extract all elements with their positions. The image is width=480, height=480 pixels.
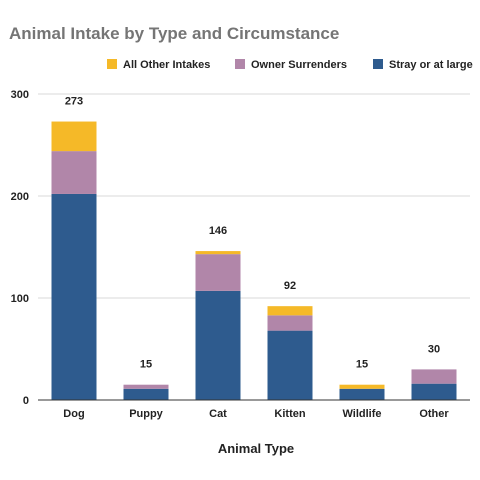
y-axis-ticks: 0 100 200 300 <box>11 89 29 407</box>
bar-puppy-stray-or-at-large <box>123 388 169 400</box>
total-label-dog: 273 <box>65 96 83 108</box>
bar-cat-owner-surrenders <box>195 254 241 291</box>
gridlines <box>38 93 470 299</box>
y-tick-label: 100 <box>11 293 29 305</box>
legend-label-owner-surrenders: Owner Surrenders <box>251 59 347 71</box>
bar-other-stray-or-at-large <box>411 383 457 400</box>
total-label-puppy: 15 <box>140 359 152 371</box>
x-axis-categories: Dog Puppy Cat Kitten Wildlife Other <box>63 408 449 420</box>
bar-wildlife-all-other-intakes <box>339 384 385 389</box>
bar-dog-stray-or-at-large <box>51 193 97 400</box>
y-tick-label: 200 <box>11 191 29 203</box>
y-tick-label: 0 <box>23 395 29 407</box>
bar-dog-all-other-intakes <box>51 121 97 152</box>
bar-dog-owner-surrenders <box>51 151 97 194</box>
chart-title: Animal Intake by Type and Circumstance <box>9 24 340 43</box>
x-tick-label-cat: Cat <box>209 408 227 420</box>
bar-wildlife-stray-or-at-large <box>339 388 385 400</box>
legend-label-stray-or-at-large: Stray or at large <box>389 59 473 71</box>
legend-swatch-owner-surrenders <box>235 59 245 69</box>
x-tick-label-dog: Dog <box>63 408 84 420</box>
bar-other-owner-surrenders <box>411 369 457 384</box>
legend-label-all-other-intakes: All Other Intakes <box>123 59 210 71</box>
bar-kitten-owner-surrenders <box>267 315 313 331</box>
legend: All Other Intakes Owner Surrenders Stray o… <box>107 59 473 71</box>
total-label-wildlife: 15 <box>356 359 368 371</box>
bar-cat-all-other-intakes <box>195 251 241 255</box>
bar-cat-stray-or-at-large <box>195 290 241 400</box>
bar-kitten-stray-or-at-large <box>267 330 313 400</box>
legend-swatch-stray-or-at-large <box>373 59 383 69</box>
total-label-cat: 146 <box>209 225 227 237</box>
legend-swatch-all-other-intakes <box>107 59 117 69</box>
x-tick-label-puppy: Puppy <box>129 408 163 420</box>
x-tick-label-kitten: Kitten <box>274 408 305 420</box>
x-axis-title: Animal Type <box>218 441 294 456</box>
total-label-other: 30 <box>428 343 440 355</box>
total-label-kitten: 92 <box>284 280 296 292</box>
bar-kitten-all-other-intakes <box>267 306 313 316</box>
x-tick-label-wildlife: Wildlife <box>342 408 381 420</box>
bars <box>51 121 457 400</box>
total-labels: 273 15 146 92 15 30 <box>65 96 440 371</box>
x-tick-label-other: Other <box>419 408 449 420</box>
y-tick-label: 300 <box>11 89 29 101</box>
bar-puppy-owner-surrenders <box>123 384 169 389</box>
